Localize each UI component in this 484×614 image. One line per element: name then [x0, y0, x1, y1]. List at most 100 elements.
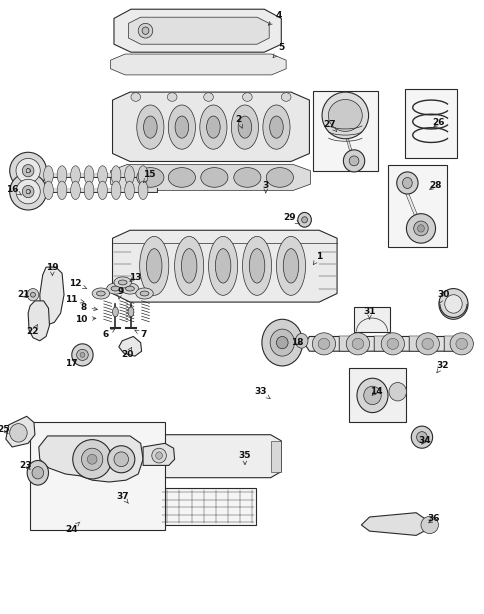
Ellipse shape — [356, 378, 387, 413]
Ellipse shape — [301, 217, 307, 223]
Ellipse shape — [26, 190, 30, 193]
Text: 20: 20 — [121, 348, 133, 359]
Text: 21: 21 — [17, 290, 30, 299]
Polygon shape — [361, 513, 427, 535]
Ellipse shape — [111, 181, 121, 200]
Text: 3: 3 — [262, 181, 268, 193]
Ellipse shape — [96, 291, 105, 296]
Text: 6: 6 — [103, 329, 115, 339]
Ellipse shape — [26, 190, 30, 193]
Text: 8: 8 — [80, 303, 97, 311]
Text: 7: 7 — [135, 330, 146, 339]
Ellipse shape — [26, 190, 30, 193]
Ellipse shape — [10, 173, 46, 210]
Ellipse shape — [112, 307, 118, 317]
Ellipse shape — [203, 93, 213, 101]
Polygon shape — [270, 441, 281, 472]
Ellipse shape — [143, 116, 157, 138]
Ellipse shape — [269, 116, 283, 138]
Ellipse shape — [242, 93, 252, 101]
Ellipse shape — [215, 249, 230, 283]
Ellipse shape — [26, 190, 30, 193]
Bar — [348, 368, 406, 422]
Ellipse shape — [10, 424, 27, 442]
Ellipse shape — [297, 212, 311, 227]
Bar — [404, 89, 456, 158]
Ellipse shape — [199, 105, 227, 149]
Text: 25: 25 — [0, 426, 10, 434]
Text: 23: 23 — [19, 461, 31, 470]
Ellipse shape — [348, 156, 358, 166]
Ellipse shape — [444, 295, 461, 313]
Ellipse shape — [107, 446, 135, 473]
Ellipse shape — [27, 289, 39, 301]
Polygon shape — [304, 336, 472, 351]
Ellipse shape — [380, 333, 404, 355]
Polygon shape — [39, 436, 143, 482]
Ellipse shape — [44, 181, 53, 200]
Polygon shape — [110, 54, 286, 75]
Ellipse shape — [386, 338, 398, 349]
Text: 14: 14 — [369, 387, 381, 396]
Ellipse shape — [26, 190, 30, 193]
Ellipse shape — [174, 236, 203, 295]
Ellipse shape — [138, 23, 152, 38]
Text: 19: 19 — [46, 263, 59, 276]
Ellipse shape — [97, 181, 107, 200]
Ellipse shape — [396, 172, 417, 194]
Polygon shape — [128, 17, 269, 44]
Text: 32: 32 — [435, 361, 448, 373]
Text: 2: 2 — [235, 115, 242, 128]
Ellipse shape — [80, 352, 85, 357]
Ellipse shape — [125, 286, 134, 291]
Text: 18: 18 — [290, 338, 302, 347]
Ellipse shape — [417, 225, 424, 232]
Ellipse shape — [26, 190, 30, 193]
Ellipse shape — [26, 169, 30, 173]
Text: 36: 36 — [427, 515, 439, 523]
Ellipse shape — [26, 190, 30, 193]
Ellipse shape — [32, 467, 44, 479]
Ellipse shape — [26, 190, 30, 193]
Polygon shape — [28, 301, 49, 341]
Polygon shape — [110, 165, 310, 190]
Ellipse shape — [114, 452, 128, 467]
Ellipse shape — [118, 280, 127, 285]
Ellipse shape — [92, 288, 109, 299]
Ellipse shape — [97, 166, 107, 184]
Ellipse shape — [406, 214, 435, 243]
Ellipse shape — [26, 190, 30, 193]
Ellipse shape — [71, 166, 80, 184]
Ellipse shape — [121, 283, 138, 294]
Polygon shape — [339, 336, 352, 351]
Ellipse shape — [231, 105, 258, 149]
Ellipse shape — [139, 236, 168, 295]
Ellipse shape — [328, 99, 362, 131]
Ellipse shape — [26, 169, 30, 173]
Text: 22: 22 — [27, 324, 39, 336]
Ellipse shape — [138, 181, 148, 200]
Text: 4: 4 — [268, 11, 282, 25]
Ellipse shape — [321, 92, 368, 139]
Ellipse shape — [281, 93, 290, 101]
Ellipse shape — [26, 169, 30, 173]
Ellipse shape — [131, 93, 140, 101]
Ellipse shape — [206, 116, 220, 138]
Text: 26: 26 — [432, 119, 444, 127]
Bar — [353, 307, 390, 332]
Ellipse shape — [138, 166, 148, 184]
Ellipse shape — [124, 166, 134, 184]
Text: 34: 34 — [417, 437, 430, 445]
Text: 29: 29 — [283, 214, 299, 224]
Ellipse shape — [16, 179, 40, 204]
Text: 37: 37 — [116, 492, 128, 503]
Bar — [387, 165, 446, 247]
Text: 10: 10 — [75, 315, 96, 324]
Ellipse shape — [84, 166, 94, 184]
Polygon shape — [374, 336, 387, 351]
Ellipse shape — [26, 169, 30, 173]
Text: 15: 15 — [143, 171, 155, 182]
Ellipse shape — [26, 169, 30, 173]
Ellipse shape — [22, 185, 34, 198]
Ellipse shape — [26, 190, 30, 193]
